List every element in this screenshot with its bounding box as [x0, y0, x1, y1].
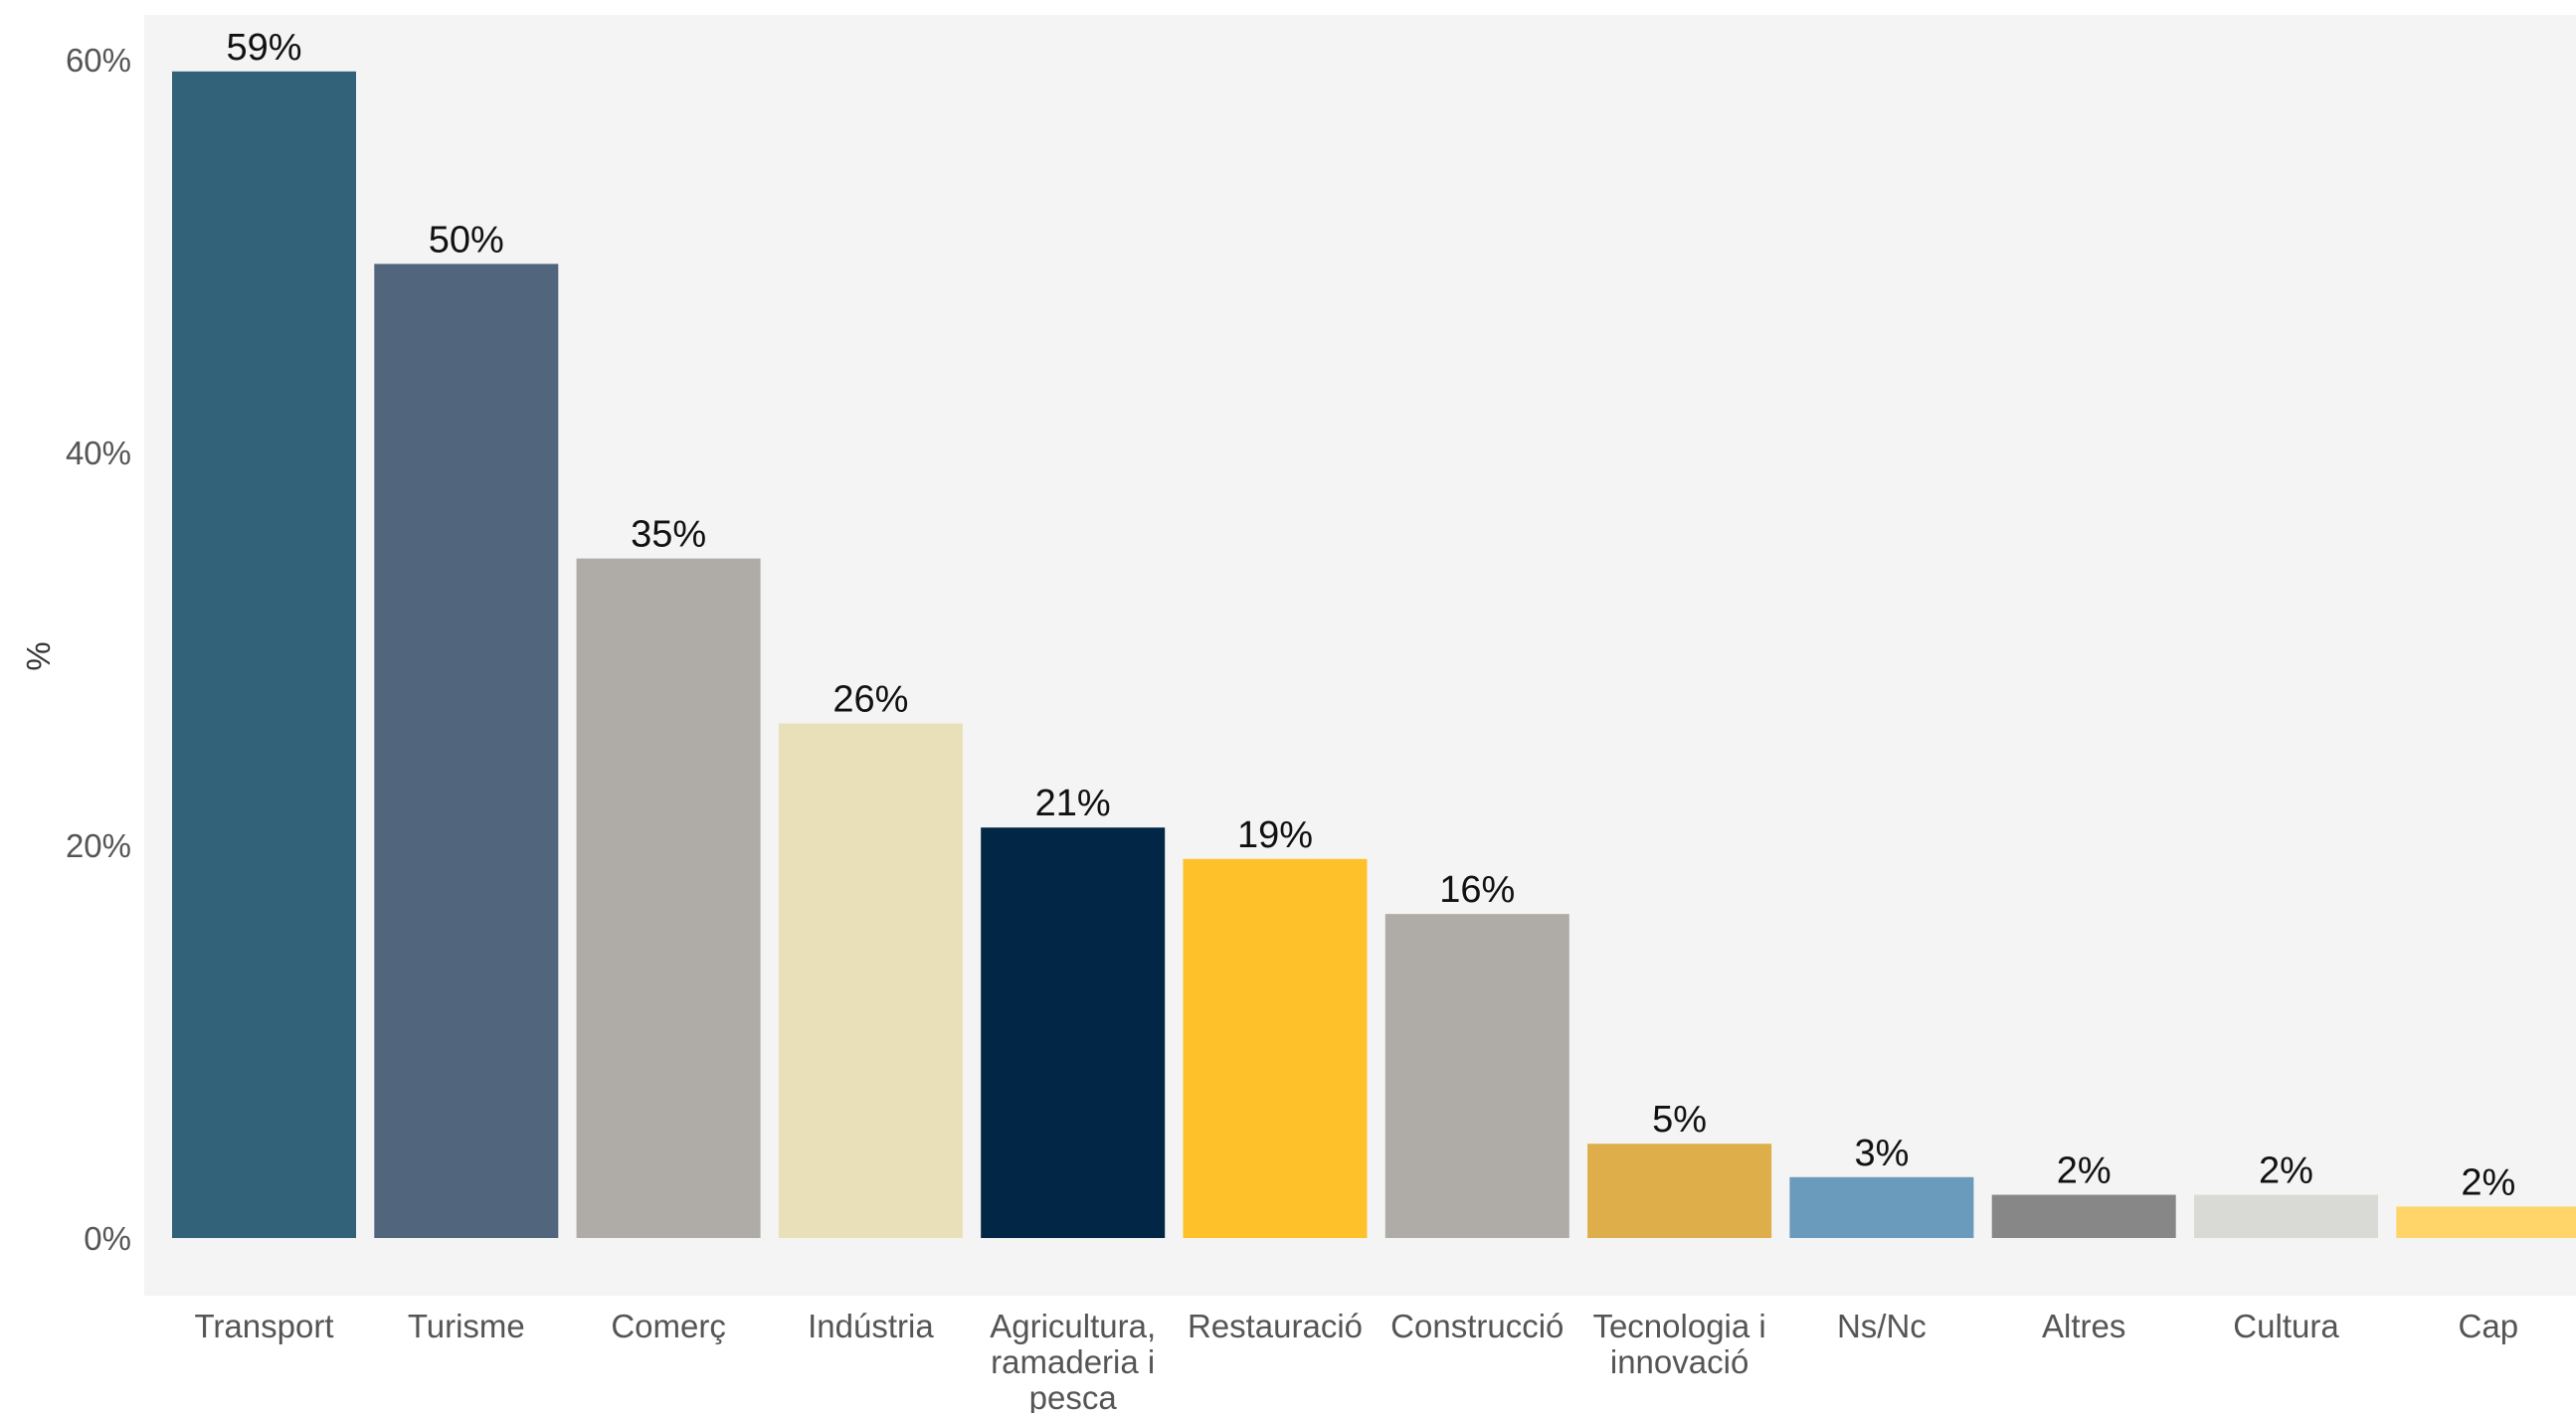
x-tick-label: Restauració	[1188, 1308, 1363, 1344]
bar	[778, 723, 963, 1238]
bar-value-label: 26%	[832, 679, 908, 721]
y-tick-label: 20%	[66, 827, 131, 864]
bar	[981, 827, 1166, 1238]
bar-value-label: 21%	[1035, 783, 1111, 824]
x-tick-label: Transport	[195, 1308, 334, 1344]
bar-value-label: 2%	[2461, 1161, 2515, 1203]
x-tick-label: pesca	[1029, 1379, 1118, 1413]
y-axis: 0% 20% 40% 60%	[66, 42, 131, 1257]
x-tick-label: Indústria	[808, 1308, 934, 1344]
x-tick-label: Construcció	[1390, 1308, 1564, 1344]
x-tick-label: ramaderia i	[991, 1343, 1155, 1380]
bar-value-label: 5%	[1652, 1099, 1707, 1141]
x-tick-label: Comerç	[611, 1308, 726, 1344]
bar-value-label: 19%	[1237, 814, 1313, 856]
bar	[374, 264, 559, 1238]
bar	[1183, 858, 1368, 1238]
bar	[1384, 914, 1569, 1238]
bar	[2396, 1206, 2576, 1238]
bar-value-label: 2%	[2057, 1151, 2112, 1192]
y-axis-title: %	[20, 641, 57, 670]
x-axis: Transport Turisme Comerç Indústria Agricultu…	[195, 1308, 2519, 1416]
bar-value-label: 59%	[226, 27, 301, 69]
bar	[172, 71, 356, 1239]
bar	[576, 558, 761, 1238]
data-labels: 59% 50% 35% 26% 21% 19% 16% 5% 3% 2% 2% 2%	[226, 27, 2515, 1204]
bar	[1991, 1194, 2176, 1238]
bar-value-label: 50%	[429, 219, 504, 261]
bar-value-label: 16%	[1439, 869, 1515, 911]
bar	[1587, 1144, 1772, 1238]
x-tick-label: Cap	[2459, 1308, 2519, 1344]
x-tick-label: Altres	[2042, 1308, 2125, 1344]
x-tick-label: Agricultura,	[990, 1308, 1156, 1344]
x-tick-label: Tecnologia i	[1592, 1308, 1765, 1344]
bar	[1789, 1176, 1974, 1238]
bar-value-label: 2%	[2259, 1151, 2313, 1192]
bars	[172, 71, 2576, 1239]
bar-value-label: 3%	[1854, 1133, 1909, 1174]
x-tick-label: innovació	[1610, 1343, 1748, 1380]
y-tick-label: 0%	[84, 1220, 131, 1257]
y-tick-label: 60%	[66, 42, 131, 79]
x-tick-label: Cultura	[2233, 1308, 2339, 1344]
bar	[2194, 1194, 2378, 1238]
x-tick-label: Turisme	[408, 1308, 525, 1344]
bar-value-label: 35%	[631, 514, 706, 556]
x-tick-label: Ns/Nc	[1837, 1308, 1927, 1344]
y-tick-label: 40%	[66, 435, 131, 471]
